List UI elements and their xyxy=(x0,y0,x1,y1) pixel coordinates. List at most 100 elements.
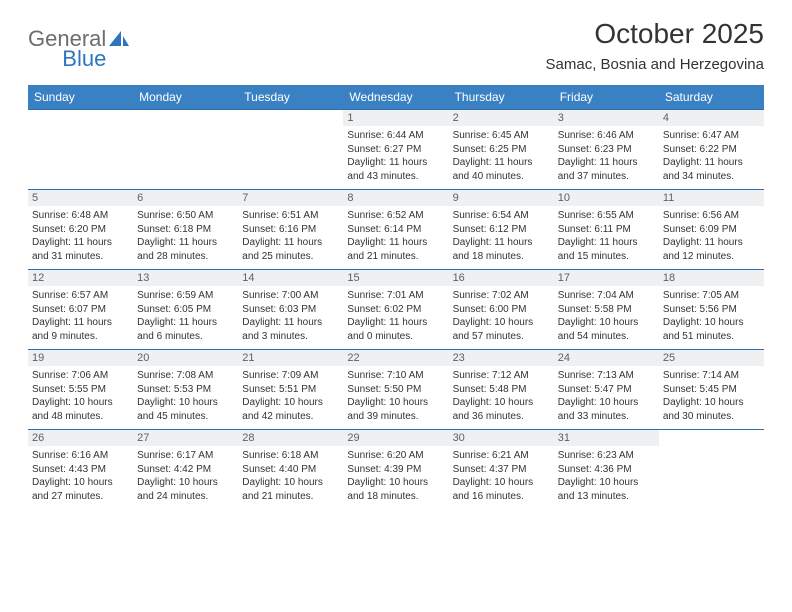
day-number: 9 xyxy=(449,190,554,206)
day-number: 22 xyxy=(343,350,448,366)
daylight-text: Daylight: 10 hours xyxy=(242,396,339,410)
daylight-text-2: and 57 minutes. xyxy=(453,330,550,344)
calendar-cell: . xyxy=(133,110,238,190)
daylight-text: Daylight: 11 hours xyxy=(453,156,550,170)
daylight-text-2: and 18 minutes. xyxy=(347,490,444,504)
daylight-text-2: and 6 minutes. xyxy=(137,330,234,344)
sunrise-text: Sunrise: 6:44 AM xyxy=(347,129,444,143)
daylight-text: Daylight: 10 hours xyxy=(137,396,234,410)
day-number: 8 xyxy=(343,190,448,206)
daylight-text-2: and 3 minutes. xyxy=(242,330,339,344)
calendar-cell: 9Sunrise: 6:54 AMSunset: 6:12 PMDaylight… xyxy=(449,190,554,270)
daylight-text: Daylight: 10 hours xyxy=(453,316,550,330)
sunset-text: Sunset: 6:03 PM xyxy=(242,303,339,317)
calendar-cell: 31Sunrise: 6:23 AMSunset: 4:36 PMDayligh… xyxy=(554,430,659,510)
sunrise-text: Sunrise: 6:16 AM xyxy=(32,449,129,463)
sunrise-text: Sunrise: 6:55 AM xyxy=(558,209,655,223)
sunrise-text: Sunrise: 7:06 AM xyxy=(32,369,129,383)
sunset-text: Sunset: 5:56 PM xyxy=(663,303,760,317)
sunrise-text: Sunrise: 7:01 AM xyxy=(347,289,444,303)
calendar-cell: 2 Sunrise: 6:45 AMSunset: 6:25 PMDaylight… xyxy=(449,110,554,190)
sunrise-text: Sunrise: 6:17 AM xyxy=(137,449,234,463)
sunrise-text: Sunrise: 7:04 AM xyxy=(558,289,655,303)
sunrise-text: Sunrise: 6:18 AM xyxy=(242,449,339,463)
day-number: 31 xyxy=(554,430,659,446)
location-label: Samac, Bosnia and Herzegovina xyxy=(546,56,764,73)
sunset-text: Sunset: 6:07 PM xyxy=(32,303,129,317)
calendar-cell: 8Sunrise: 6:52 AMSunset: 6:14 PMDaylight… xyxy=(343,190,448,270)
sunrise-text: Sunrise: 7:14 AM xyxy=(663,369,760,383)
calendar-cell: 28Sunrise: 6:18 AMSunset: 4:40 PMDayligh… xyxy=(238,430,343,510)
brand-sail-icon xyxy=(108,29,130,49)
sunrise-text: Sunrise: 6:47 AM xyxy=(663,129,760,143)
calendar-cell: 14Sunrise: 7:00 AMSunset: 6:03 PMDayligh… xyxy=(238,270,343,350)
day-number: 17 xyxy=(554,270,659,286)
calendar-cell: 13Sunrise: 6:59 AMSunset: 6:05 PMDayligh… xyxy=(133,270,238,350)
calendar-cell: 16Sunrise: 7:02 AMSunset: 6:00 PMDayligh… xyxy=(449,270,554,350)
daylight-text-2: and 16 minutes. xyxy=(453,490,550,504)
daylight-text-2: and 13 minutes. xyxy=(558,490,655,504)
daylight-text-2: and 37 minutes. xyxy=(558,170,655,184)
day-number: 30 xyxy=(449,430,554,446)
calendar-cell: 17Sunrise: 7:04 AMSunset: 5:58 PMDayligh… xyxy=(554,270,659,350)
day-number: 2 xyxy=(449,110,554,126)
calendar-cell: 25Sunrise: 7:14 AMSunset: 5:45 PMDayligh… xyxy=(659,350,764,430)
daylight-text: Daylight: 11 hours xyxy=(347,316,444,330)
daylight-text: Daylight: 11 hours xyxy=(558,156,655,170)
calendar-cell: . xyxy=(238,110,343,190)
sunset-text: Sunset: 5:53 PM xyxy=(137,383,234,397)
sunrise-text: Sunrise: 7:13 AM xyxy=(558,369,655,383)
brand-text-blue: Blue xyxy=(62,46,106,72)
daylight-text: Daylight: 11 hours xyxy=(137,316,234,330)
daylight-text: Daylight: 10 hours xyxy=(347,476,444,490)
sunrise-text: Sunrise: 6:21 AM xyxy=(453,449,550,463)
day-number: 15 xyxy=(343,270,448,286)
sunset-text: Sunset: 4:42 PM xyxy=(137,463,234,477)
sunset-text: Sunset: 6:23 PM xyxy=(558,143,655,157)
sunrise-text: Sunrise: 6:45 AM xyxy=(453,129,550,143)
day-number: 23 xyxy=(449,350,554,366)
daylight-text-2: and 48 minutes. xyxy=(32,410,129,424)
daylight-text-2: and 27 minutes. xyxy=(32,490,129,504)
sunset-text: Sunset: 6:20 PM xyxy=(32,223,129,237)
day-number: 25 xyxy=(659,350,764,366)
daylight-text: Daylight: 11 hours xyxy=(347,156,444,170)
sunset-text: Sunset: 5:58 PM xyxy=(558,303,655,317)
daylight-text: Daylight: 11 hours xyxy=(558,236,655,250)
calendar-cell: . xyxy=(28,110,133,190)
calendar-row: 12Sunrise: 6:57 AMSunset: 6:07 PMDayligh… xyxy=(28,270,764,350)
header-thursday: Thursday xyxy=(449,85,554,110)
daylight-text: Daylight: 11 hours xyxy=(663,156,760,170)
sunset-text: Sunset: 5:50 PM xyxy=(347,383,444,397)
sunrise-text: Sunrise: 7:00 AM xyxy=(242,289,339,303)
daylight-text-2: and 25 minutes. xyxy=(242,250,339,264)
sunrise-text: Sunrise: 7:05 AM xyxy=(663,289,760,303)
calendar-cell: 1Sunrise: 6:44 AMSunset: 6:27 PMDaylight… xyxy=(343,110,448,190)
calendar-row: 19Sunrise: 7:06 AMSunset: 5:55 PMDayligh… xyxy=(28,350,764,430)
day-number: 7 xyxy=(238,190,343,206)
sunrise-text: Sunrise: 6:20 AM xyxy=(347,449,444,463)
day-number: 20 xyxy=(133,350,238,366)
daylight-text-2: and 45 minutes. xyxy=(137,410,234,424)
daylight-text-2: and 30 minutes. xyxy=(663,410,760,424)
day-number: 29 xyxy=(343,430,448,446)
header-friday: Friday xyxy=(554,85,659,110)
day-number: 10 xyxy=(554,190,659,206)
sunset-text: Sunset: 6:11 PM xyxy=(558,223,655,237)
calendar-cell: 20Sunrise: 7:08 AMSunset: 5:53 PMDayligh… xyxy=(133,350,238,430)
calendar-header-row: Sunday Monday Tuesday Wednesday Thursday… xyxy=(28,85,764,110)
daylight-text-2: and 12 minutes. xyxy=(663,250,760,264)
sunrise-text: Sunrise: 6:57 AM xyxy=(32,289,129,303)
sunset-text: Sunset: 6:25 PM xyxy=(453,143,550,157)
calendar-cell: 10 Sunrise: 6:55 AMSunset: 6:11 PMDayligh… xyxy=(554,190,659,270)
sunset-text: Sunset: 6:16 PM xyxy=(242,223,339,237)
sunset-text: Sunset: 4:36 PM xyxy=(558,463,655,477)
daylight-text-2: and 33 minutes. xyxy=(558,410,655,424)
daylight-text: Daylight: 11 hours xyxy=(347,236,444,250)
day-number: 6 xyxy=(133,190,238,206)
day-number: 13 xyxy=(133,270,238,286)
calendar-cell: 6Sunrise: 6:50 AMSunset: 6:18 PMDaylight… xyxy=(133,190,238,270)
day-number: 27 xyxy=(133,430,238,446)
sunset-text: Sunset: 6:02 PM xyxy=(347,303,444,317)
sunrise-text: Sunrise: 6:48 AM xyxy=(32,209,129,223)
